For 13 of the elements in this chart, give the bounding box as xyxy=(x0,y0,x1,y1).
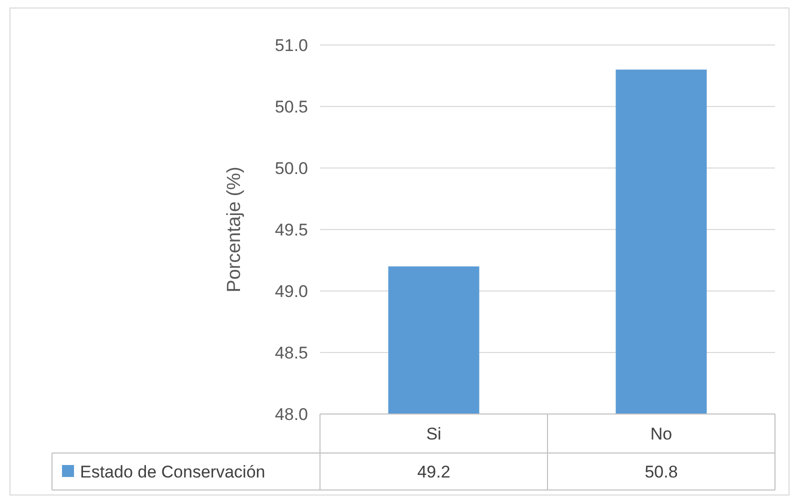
legend-label: Estado de Conservación xyxy=(80,462,266,482)
y-tick-label: 48.5 xyxy=(274,343,308,362)
y-tick-label: 49.5 xyxy=(274,220,308,240)
x-tick-label: Si xyxy=(426,424,442,444)
y-tick-label: 50.0 xyxy=(274,158,308,178)
y-tick-label: 48.0 xyxy=(274,404,308,424)
y-tick-label: 50.5 xyxy=(274,97,308,116)
y-tick-label: 49.0 xyxy=(274,282,308,301)
y-axis-title: Porcentaje (%) xyxy=(224,166,245,292)
y-tick-label: 51.0 xyxy=(274,36,308,55)
data-label: 50.8 xyxy=(644,462,678,482)
data-label: 49.2 xyxy=(417,462,450,482)
x-tick-label: No xyxy=(650,424,672,444)
